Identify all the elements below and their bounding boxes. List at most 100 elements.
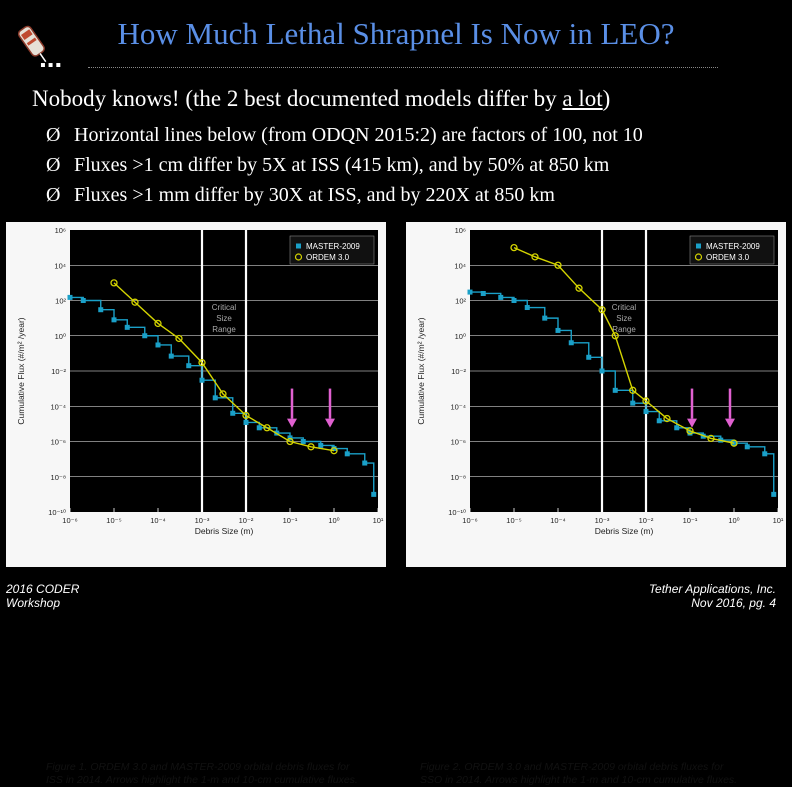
x-tick-label: 10⁻³	[195, 516, 210, 525]
legend-box	[289, 235, 375, 265]
legend-marker-ordem	[294, 253, 303, 261]
series-line	[513, 246, 735, 444]
data-point-master	[80, 298, 86, 303]
bullet-item: Ø Fluxes >1 cm differ by 5X at ISS (415 k…	[46, 150, 643, 180]
data-point-master	[656, 418, 662, 424]
y-tick-label: 10⁻⁴	[50, 402, 66, 411]
data-point-master	[643, 409, 649, 415]
footer-line: Workshop	[6, 596, 61, 610]
data-point-master	[586, 354, 592, 360]
footer-left: 2016 CODER Workshop	[6, 582, 79, 610]
data-point-ordem	[131, 298, 139, 306]
y-tick-label: 10⁶	[455, 226, 466, 235]
y-tick-label: 10⁻²	[451, 367, 466, 376]
data-point-ordem	[154, 319, 162, 328]
data-point-master	[98, 307, 104, 313]
highlight-arrow-head	[687, 418, 697, 428]
critical-range-label: Range	[612, 325, 636, 334]
critical-range-label: Range	[212, 325, 236, 334]
y-tick-label: 10⁴	[54, 261, 66, 270]
data-point-ordem	[198, 358, 206, 367]
x-tick-label: 10⁻⁵	[506, 516, 521, 525]
data-point-master	[243, 419, 249, 425]
y-tick-label: 10⁻⁸	[51, 473, 66, 482]
title-divider	[88, 67, 718, 68]
subtitle-post: )	[602, 86, 611, 111]
bullet-arrow-icon: Ø	[46, 124, 61, 146]
data-point-master	[480, 290, 486, 296]
y-tick-label: 10⁰	[455, 332, 466, 341]
y-tick-label: 10⁻⁶	[51, 438, 66, 447]
data-point-master	[524, 305, 530, 311]
bullet-list: Ø Horizontal lines below (from ODQN 2015:…	[46, 120, 643, 210]
x-tick-label: 10⁻⁴	[150, 516, 166, 525]
data-point-ordem	[286, 437, 294, 446]
data-point-ordem	[663, 414, 671, 423]
x-tick-label: 10⁰	[728, 516, 739, 525]
y-tick-label: 10⁻⁴	[450, 402, 466, 411]
y-tick-label: 10²	[55, 297, 66, 306]
data-point-ordem	[642, 397, 650, 405]
data-point-ordem	[554, 261, 562, 269]
legend-marker-master	[696, 243, 701, 249]
caption-line: ISS in 2014. Arrows highlight the 1-m an…	[46, 774, 358, 786]
data-point-master	[318, 442, 324, 448]
legend: MASTER-2009 ORDEM 3.0	[289, 235, 375, 265]
x-tick-label: 10⁻¹	[283, 516, 298, 525]
y-axis-label: Cumulative Flux (#/m² /year)	[16, 317, 26, 424]
legend-box	[689, 235, 775, 265]
x-tick-label: 10⁻²	[639, 516, 654, 525]
data-point-master	[168, 353, 174, 359]
data-point-master	[212, 395, 218, 401]
data-point-ordem	[510, 243, 518, 252]
critical-range-label: Critical	[612, 303, 637, 312]
x-axis-label: Debris Size (m)	[595, 526, 654, 536]
data-point-master	[230, 410, 236, 416]
data-point-ordem	[730, 439, 738, 447]
data-point-master	[155, 342, 161, 348]
subtitle-pre: Nobody knows! (the 2 best documented mod…	[32, 86, 563, 111]
legend-label: ORDEM 3.0	[306, 253, 350, 262]
bullet-text: Horizontal lines below (from ODQN 2015:2…	[74, 124, 643, 146]
data-point-master	[199, 377, 205, 383]
data-point-master	[599, 368, 605, 374]
decorative-dots: ▪▪▪	[40, 57, 64, 74]
data-point-master	[771, 491, 777, 497]
caption-line: Figure 2. ORDEM 3.0 and MASTER-2009 orbi…	[420, 761, 724, 773]
data-point-ordem	[598, 306, 606, 314]
bullet-arrow-icon: Ø	[46, 154, 61, 176]
data-point-ordem	[110, 279, 118, 287]
data-point-master	[498, 294, 504, 300]
x-tick-label: 10⁻⁶	[62, 516, 77, 525]
bullet-item: Ø Horizontal lines below (from ODQN 2015:…	[46, 120, 643, 150]
caption-line: SSO in 2014. Arrows highlight the 1-m an…	[420, 774, 738, 786]
data-point-ordem	[531, 253, 539, 261]
data-point-master	[511, 298, 517, 303]
y-tick-label: 10⁶	[55, 226, 66, 235]
data-point-master	[744, 444, 750, 450]
y-tick-label: 10²	[455, 297, 466, 306]
legend-marker-ordem	[694, 253, 703, 261]
y-tick-label: 10⁴	[454, 261, 466, 270]
series-line	[70, 296, 375, 495]
highlight-arrow-head	[325, 418, 335, 428]
x-tick-label: 10⁰	[328, 516, 339, 525]
satellite-logo-icon	[17, 25, 47, 63]
chart-panel-sso: 10⁻¹⁰ 10⁻⁸ 10⁻⁶ 10⁻⁴ 10⁻² 10⁰ 10² 10⁴ 10⁶ 10⁻⁶ 10⁻…	[406, 222, 786, 786]
x-tick-label: 10⁻⁴	[550, 516, 566, 525]
data-point-master	[67, 294, 73, 300]
data-point-ordem	[175, 334, 183, 343]
data-point-ordem	[330, 447, 338, 455]
y-tick-label: 10⁻⁶	[451, 438, 466, 447]
legend-marker-master	[296, 243, 301, 249]
bullet-text: Fluxes >1 cm differ by 5X at ISS (415 km…	[74, 154, 610, 176]
data-point-ordem	[242, 411, 250, 420]
subtitle: Nobody knows! (the 2 best documented mod…	[32, 86, 610, 112]
critical-range-label: Critical	[212, 303, 237, 312]
footer-line: Tether Applications, Inc.	[648, 582, 776, 596]
y-tick-label: 10⁻¹⁰	[48, 508, 66, 517]
data-point-ordem	[629, 386, 637, 394]
x-tick-label: 10¹	[773, 516, 784, 525]
data-point-ordem	[263, 424, 271, 432]
data-point-master	[111, 317, 117, 323]
